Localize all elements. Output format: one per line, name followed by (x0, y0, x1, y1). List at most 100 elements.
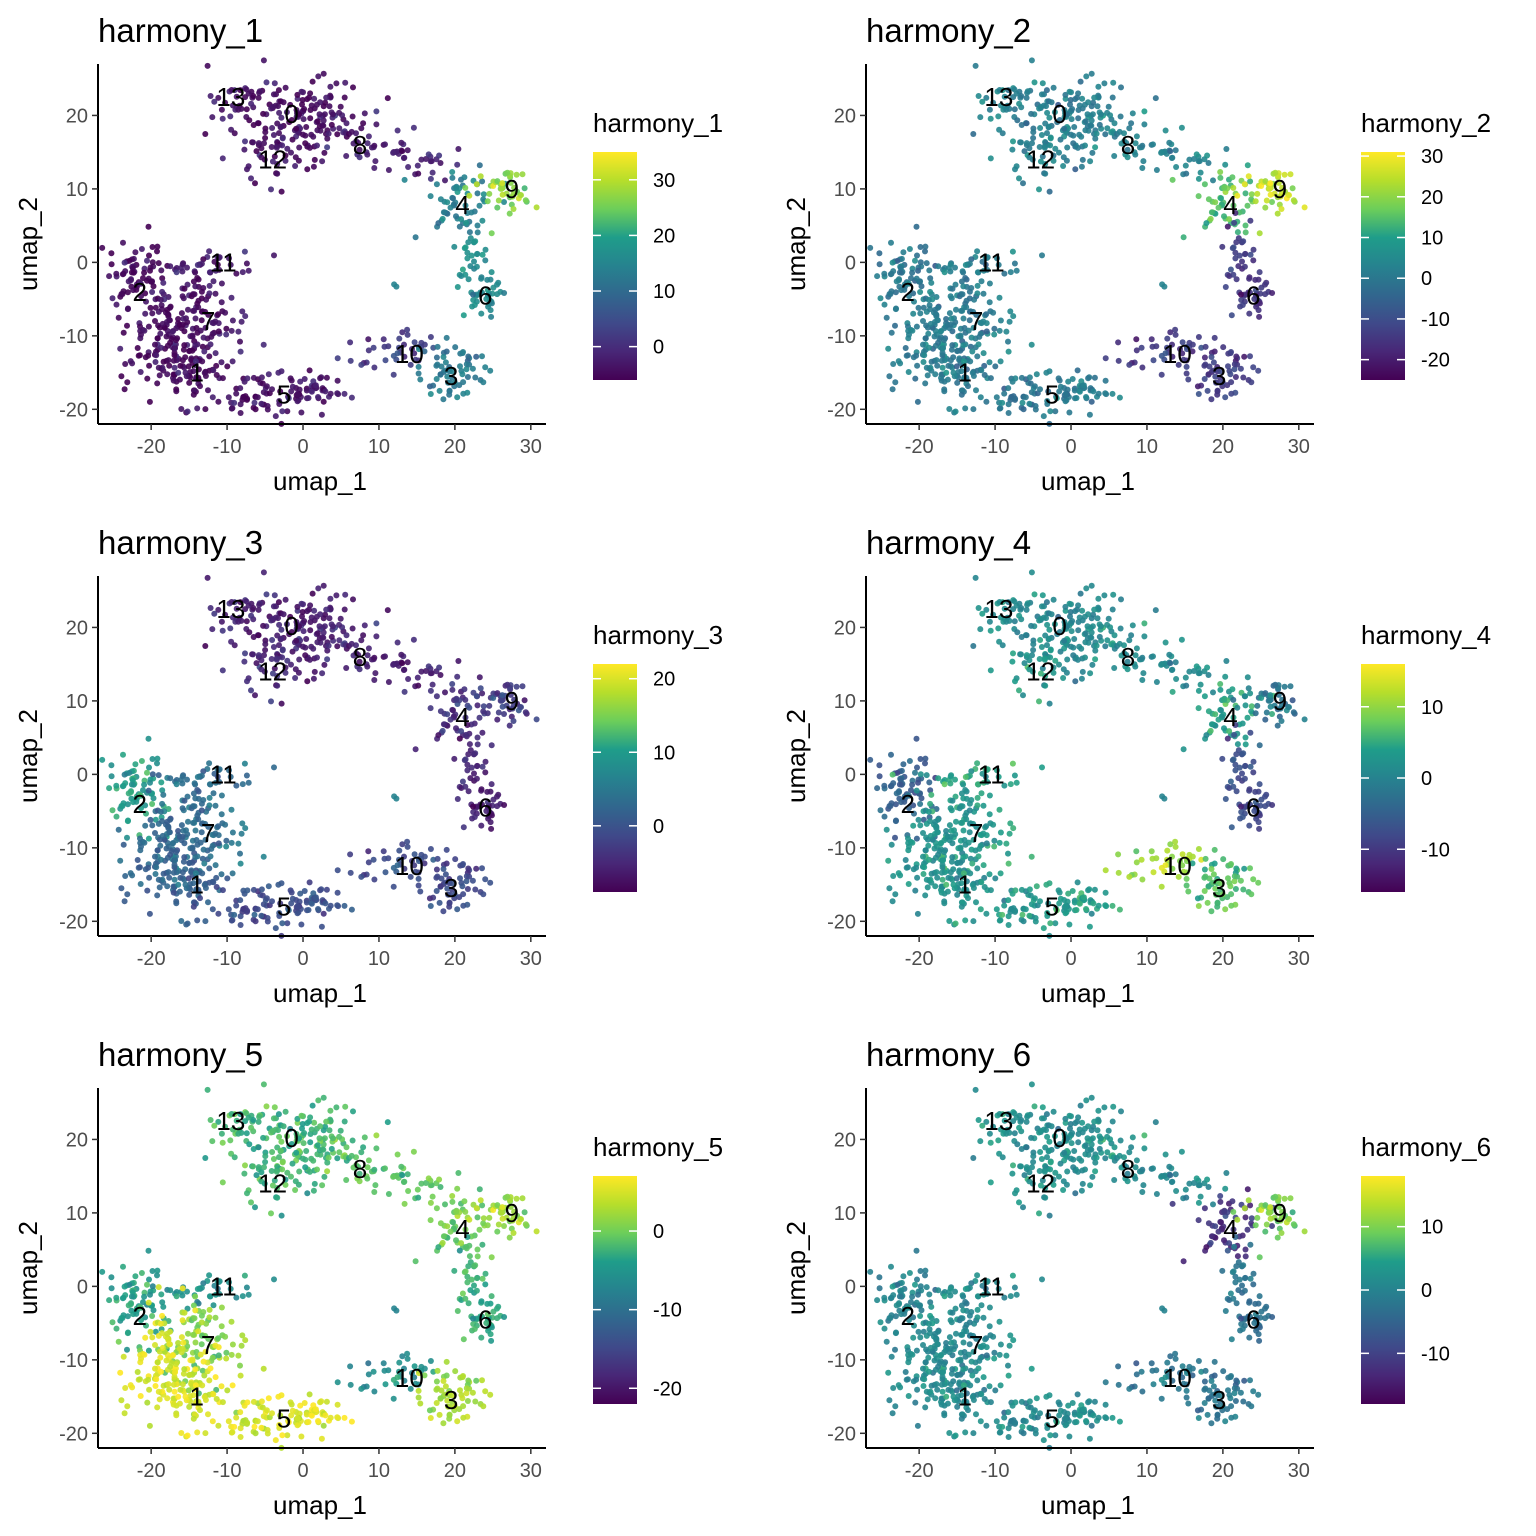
data-point (115, 826, 122, 833)
data-point (1069, 376, 1076, 382)
data-point (426, 895, 433, 902)
data-point (892, 818, 899, 825)
data-point (987, 667, 994, 674)
data-point (904, 352, 911, 359)
data-point (292, 666, 299, 673)
data-point (1266, 185, 1273, 192)
cluster-label: 6 (1246, 792, 1260, 822)
data-point (1208, 721, 1215, 728)
data-point (460, 861, 466, 867)
data-point (1028, 57, 1035, 64)
y-tick-label: -10 (827, 838, 856, 860)
data-point (160, 791, 167, 798)
data-point (1247, 251, 1254, 258)
data-point (258, 912, 265, 919)
colorbar-tick-label: 30 (1421, 146, 1443, 168)
data-point (1091, 606, 1098, 613)
data-point (1038, 132, 1045, 138)
x-tick-label: 20 (444, 948, 466, 970)
x-axis-label: umap_1 (1041, 978, 1135, 1008)
data-point (427, 391, 434, 397)
data-point (1012, 166, 1018, 173)
data-point (433, 693, 440, 700)
data-point (427, 1199, 434, 1206)
data-point (235, 840, 242, 847)
data-point (885, 857, 892, 864)
data-point (223, 325, 230, 332)
data-point (365, 347, 372, 354)
data-point (1079, 156, 1086, 163)
data-point (986, 359, 993, 366)
data-point (1088, 582, 1095, 589)
data-point (470, 803, 476, 810)
data-point (1026, 374, 1033, 381)
data-point (1129, 622, 1136, 629)
data-point (948, 827, 955, 834)
data-point (418, 156, 425, 163)
data-point (440, 209, 447, 216)
data-point (158, 267, 165, 274)
point-layer (867, 57, 1308, 427)
cluster-label: 0 (284, 99, 298, 129)
data-point (1228, 891, 1235, 898)
data-point (1085, 887, 1092, 894)
data-point (398, 1163, 405, 1170)
data-point (1064, 111, 1070, 118)
data-point (1036, 698, 1042, 705)
data-point (1201, 888, 1208, 894)
data-point (306, 144, 313, 151)
data-point (1239, 814, 1246, 820)
data-point (1089, 111, 1096, 118)
data-point (115, 314, 122, 321)
data-point (251, 399, 258, 406)
data-point (477, 173, 484, 180)
data-point (463, 1385, 470, 1392)
data-point (440, 1378, 447, 1384)
data-point (190, 819, 197, 826)
data-point (401, 353, 408, 360)
data-point (1010, 138, 1016, 145)
data-point (478, 822, 485, 829)
data-point (209, 626, 216, 633)
data-point (303, 387, 310, 394)
data-point (913, 864, 920, 871)
data-point (1215, 716, 1222, 723)
data-point (248, 612, 255, 619)
data-point (1044, 130, 1050, 137)
data-point (487, 367, 494, 374)
panel-title: harmony_4 (866, 524, 1031, 561)
x-tick-label: 10 (368, 436, 390, 458)
data-point (1262, 178, 1269, 185)
y-tick-label: -20 (59, 911, 88, 933)
data-point (168, 336, 175, 342)
data-point (473, 263, 480, 270)
data-point (186, 348, 193, 355)
data-point (494, 793, 500, 800)
data-point (231, 399, 238, 406)
data-point (120, 329, 127, 336)
data-point (1020, 692, 1026, 699)
data-point (1195, 193, 1202, 200)
data-point (1180, 234, 1187, 241)
data-point (288, 388, 295, 395)
cluster-label: 11 (978, 759, 1005, 789)
data-point (370, 856, 377, 863)
cluster-label: 8 (1121, 642, 1135, 672)
data-point (228, 917, 235, 924)
data-point (460, 1403, 467, 1410)
data-point (1033, 371, 1040, 378)
y-tick-label: -20 (827, 911, 856, 933)
data-point (187, 369, 194, 376)
data-point (308, 1126, 315, 1133)
data-point (175, 316, 182, 322)
data-point (223, 843, 230, 850)
data-point (244, 395, 251, 402)
data-point (957, 844, 964, 851)
data-point (190, 307, 197, 314)
data-point (482, 876, 489, 883)
data-point (212, 318, 219, 325)
data-point (451, 243, 458, 250)
data-point (533, 1228, 540, 1235)
data-point (1241, 775, 1248, 782)
